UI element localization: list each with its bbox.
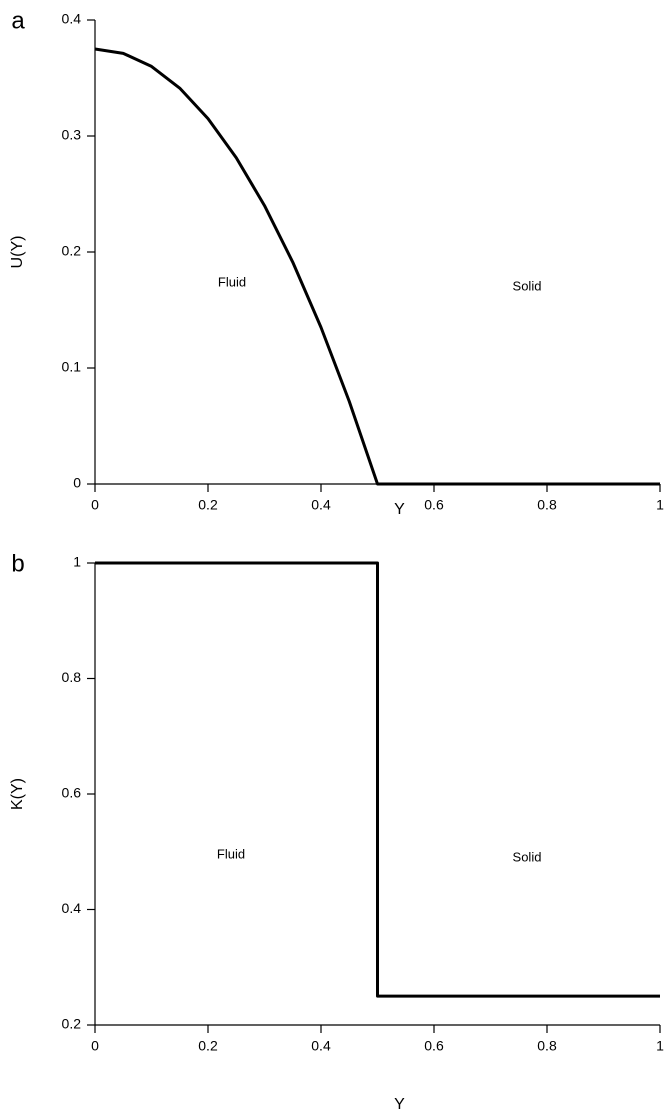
x-tick-label: 0.6 bbox=[424, 1038, 444, 1054]
data-line bbox=[95, 561, 660, 998]
y-tick-label: 1 bbox=[73, 554, 81, 570]
x-tick-label: 1 bbox=[656, 1038, 664, 1054]
region-label: Fluid bbox=[217, 846, 245, 861]
x-tick-label: 0.4 bbox=[311, 1038, 331, 1054]
region-label: Fluid bbox=[218, 274, 246, 289]
x-tick-label: 0 bbox=[91, 497, 99, 513]
x-tick-label: 0.2 bbox=[198, 1038, 218, 1054]
data-line bbox=[94, 47, 660, 486]
panel-label: b bbox=[11, 550, 24, 577]
x-tick-label: 0.6 bbox=[424, 497, 444, 513]
y-tick-label: 0.3 bbox=[62, 127, 82, 143]
y-tick-label: 0 bbox=[73, 475, 81, 491]
x-tick-label: 0.8 bbox=[537, 497, 557, 513]
x-axis-label: Y bbox=[394, 1096, 405, 1113]
y-tick-label: 0.4 bbox=[62, 900, 82, 916]
y-tick-label: 0.6 bbox=[62, 785, 82, 801]
y-tick-label: 0.1 bbox=[62, 359, 82, 375]
y-tick-label: 0.8 bbox=[62, 669, 82, 685]
x-tick-label: 0.2 bbox=[198, 497, 218, 513]
x-tick-label: 0.4 bbox=[311, 497, 331, 513]
panel-label: a bbox=[11, 7, 25, 34]
y-tick-label: 0.4 bbox=[62, 11, 82, 27]
y-tick-label: 0.2 bbox=[62, 1016, 82, 1032]
y-axis-label: U(Y) bbox=[9, 236, 26, 269]
y-axis-label: K(Y) bbox=[9, 778, 26, 810]
region-label: Solid bbox=[513, 278, 542, 293]
x-axis-label: Y bbox=[394, 501, 405, 518]
y-tick-label: 0.2 bbox=[62, 243, 82, 259]
x-tick-label: 0 bbox=[91, 1038, 99, 1054]
x-tick-label: 0.8 bbox=[537, 1038, 557, 1054]
region-label: Solid bbox=[513, 849, 542, 864]
x-tick-label: 1 bbox=[656, 497, 664, 513]
